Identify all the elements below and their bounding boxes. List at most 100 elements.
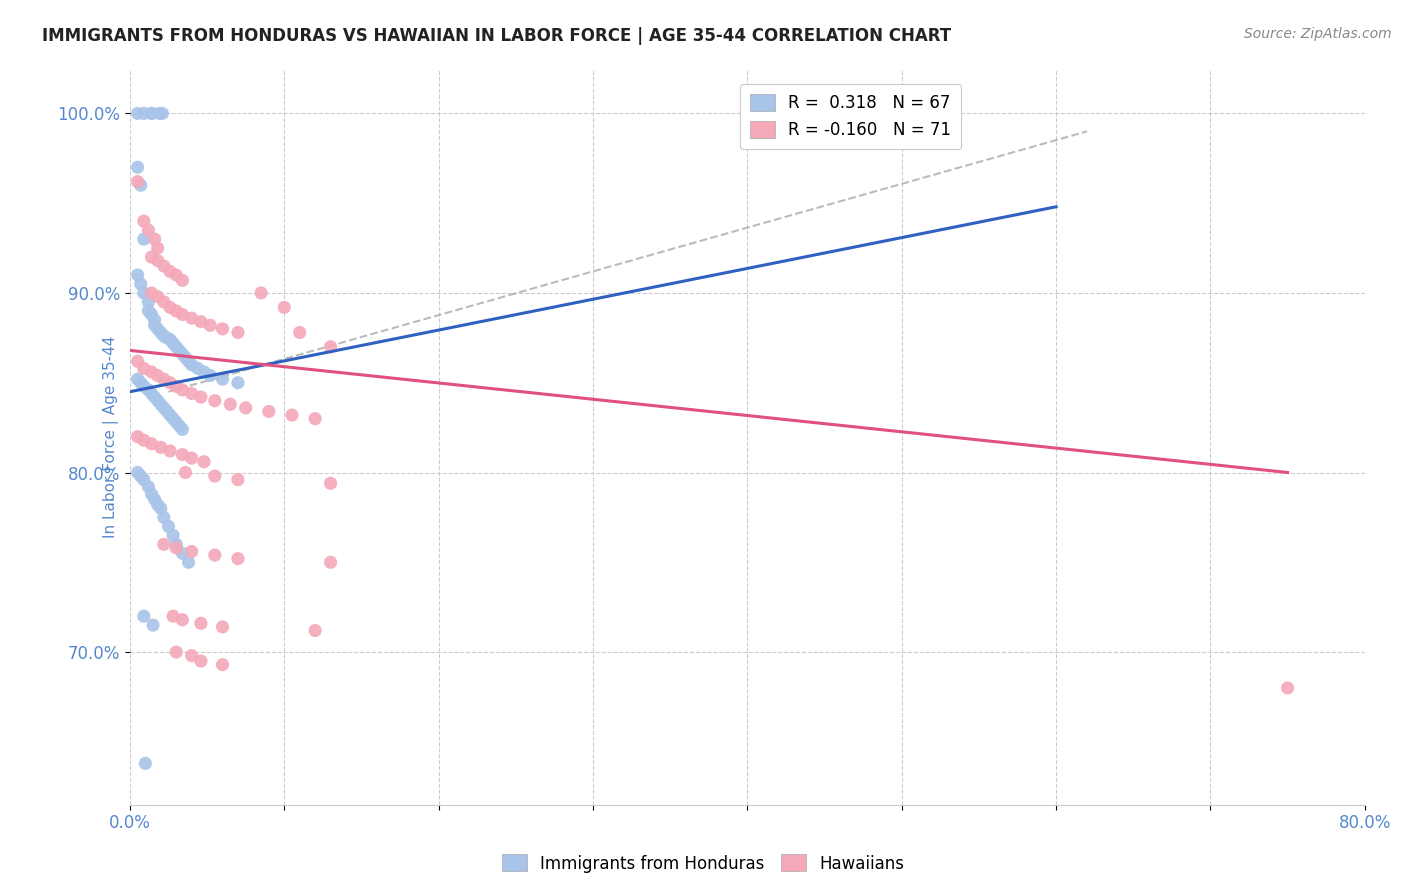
Point	[180, 358, 202, 372]
Point	[177, 555, 200, 569]
Point	[138, 223, 160, 237]
Point	[226, 473, 249, 487]
Point	[132, 609, 155, 624]
Point	[162, 411, 184, 425]
Point	[226, 326, 249, 340]
Point	[159, 444, 181, 458]
Point	[132, 473, 155, 487]
Point	[132, 433, 155, 447]
Point	[165, 340, 187, 354]
Text: IMMIGRANTS FROM HONDURAS VS HAWAIIAN IN LABOR FORCE | AGE 35-44 CORRELATION CHAR: IMMIGRANTS FROM HONDURAS VS HAWAIIAN IN …	[42, 27, 952, 45]
Point	[187, 361, 209, 376]
Point	[319, 476, 342, 491]
Point	[141, 106, 163, 120]
Point	[1277, 681, 1299, 695]
Point	[129, 178, 152, 193]
Point	[153, 372, 176, 386]
Point	[127, 106, 149, 120]
Point	[156, 331, 179, 345]
Point	[169, 418, 191, 433]
Point	[211, 657, 233, 672]
Point	[157, 519, 180, 533]
Point	[141, 437, 163, 451]
Point	[159, 408, 181, 422]
Point	[132, 232, 155, 246]
Point	[127, 268, 149, 282]
Point	[165, 645, 187, 659]
Point	[162, 528, 184, 542]
Point	[129, 469, 152, 483]
Point	[132, 285, 155, 300]
Point	[190, 390, 212, 404]
Point	[146, 322, 169, 336]
Point	[141, 285, 163, 300]
Point	[127, 429, 149, 443]
Point	[146, 253, 169, 268]
Point	[153, 537, 176, 551]
Point	[153, 401, 176, 415]
Point	[141, 487, 163, 501]
Point	[180, 648, 202, 663]
Point	[211, 372, 233, 386]
Point	[153, 294, 176, 309]
Point	[180, 311, 202, 326]
Point	[156, 404, 179, 418]
Point	[165, 415, 187, 429]
Point	[127, 354, 149, 368]
Point	[132, 214, 155, 228]
Point	[226, 551, 249, 566]
Point	[129, 277, 152, 291]
Point	[198, 318, 221, 333]
Point	[148, 106, 170, 120]
Point	[190, 315, 212, 329]
Point	[132, 106, 155, 120]
Point	[143, 232, 166, 246]
Point	[219, 397, 242, 411]
Point	[180, 544, 202, 558]
Point	[153, 259, 176, 273]
Point	[159, 301, 181, 315]
Text: Source: ZipAtlas.com: Source: ZipAtlas.com	[1244, 27, 1392, 41]
Point	[150, 106, 173, 120]
Point	[153, 329, 176, 343]
Point	[198, 368, 221, 383]
Point	[172, 448, 194, 462]
Point	[165, 379, 187, 393]
Point	[180, 451, 202, 466]
Point	[204, 393, 226, 408]
Point	[142, 618, 165, 632]
Point	[169, 343, 191, 358]
Point	[127, 372, 149, 386]
Point	[146, 289, 169, 303]
Point	[174, 351, 197, 365]
Point	[146, 498, 169, 512]
Point	[226, 376, 249, 390]
Point	[174, 466, 197, 480]
Point	[132, 379, 155, 393]
Point	[273, 301, 295, 315]
Legend: Immigrants from Honduras, Hawaiians: Immigrants from Honduras, Hawaiians	[495, 847, 911, 880]
Point	[204, 548, 226, 562]
Point	[193, 365, 215, 379]
Point	[172, 273, 194, 287]
Point	[132, 361, 155, 376]
Point	[146, 393, 169, 408]
Point	[143, 318, 166, 333]
Point	[281, 408, 304, 422]
Point	[127, 466, 149, 480]
Point	[141, 386, 163, 401]
Point	[138, 294, 160, 309]
Point	[141, 308, 163, 322]
Point	[159, 264, 181, 278]
Point	[211, 322, 233, 336]
Point	[141, 365, 163, 379]
Point	[141, 250, 163, 264]
Point	[165, 541, 187, 555]
Point	[304, 624, 326, 638]
Point	[146, 368, 169, 383]
Point	[138, 383, 160, 397]
Point	[172, 347, 194, 361]
Point	[149, 501, 172, 516]
Point	[159, 376, 181, 390]
Point	[146, 241, 169, 255]
